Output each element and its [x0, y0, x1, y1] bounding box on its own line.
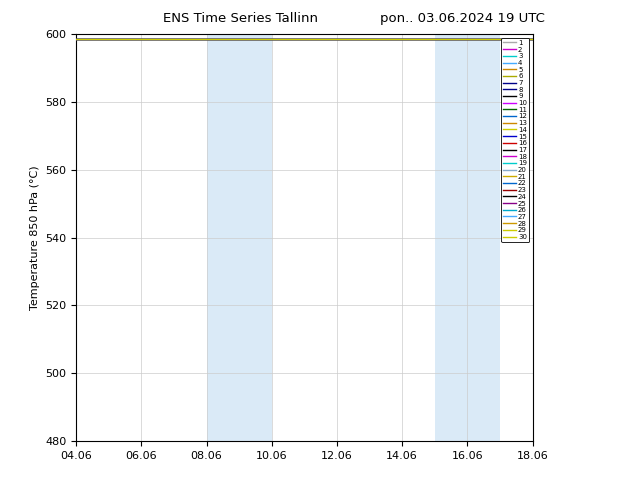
Y-axis label: Temperature 850 hPa (°C): Temperature 850 hPa (°C) — [30, 165, 39, 310]
Text: pon.. 03.06.2024 19 UTC: pon.. 03.06.2024 19 UTC — [380, 12, 545, 25]
Bar — [435, 34, 500, 441]
Legend: 1, 2, 3, 4, 5, 6, 7, 8, 9, 10, 11, 12, 13, 14, 15, 16, 17, 18, 19, 20, 21, 22, 2: 1, 2, 3, 4, 5, 6, 7, 8, 9, 10, 11, 12, 1… — [501, 38, 529, 242]
Text: ENS Time Series Tallinn: ENS Time Series Tallinn — [164, 12, 318, 25]
Bar — [207, 34, 272, 441]
